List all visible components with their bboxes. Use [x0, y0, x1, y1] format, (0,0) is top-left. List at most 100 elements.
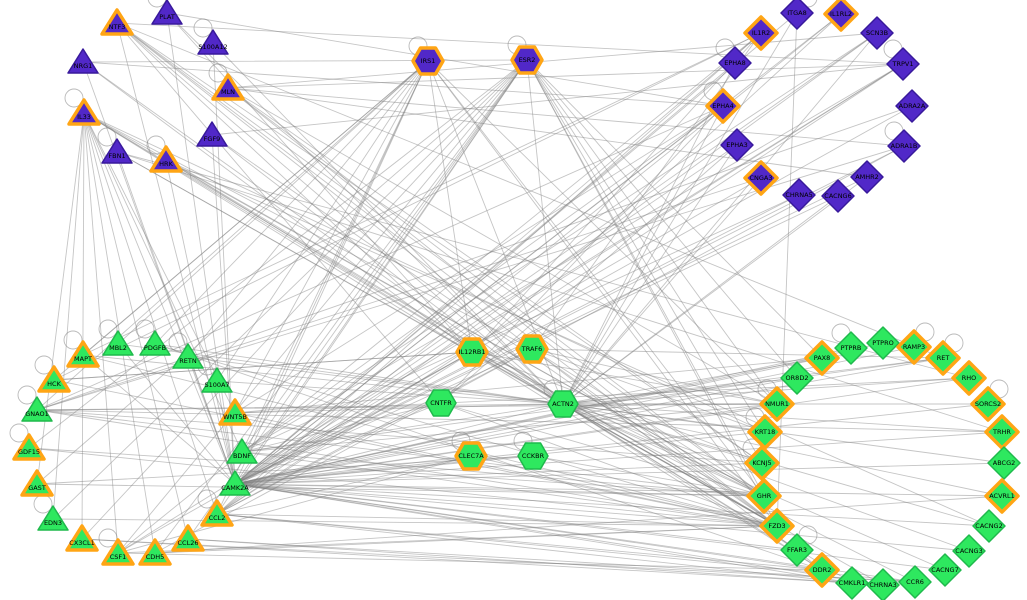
- node-SCN3B[interactable]: SCN3B: [860, 16, 894, 50]
- edge-EPHA4-CAMK2A: [234, 105, 724, 485]
- edge-NTF3-IL12RB1: [116, 22, 473, 353]
- edge-PDGFB-DDR2: [154, 343, 823, 571]
- node-CSF1[interactable]: CSF1: [101, 538, 135, 566]
- node-S100A12[interactable]: S100A12: [197, 29, 229, 55]
- edge-PLAT-IL12RB1: [166, 12, 473, 353]
- edge-TRPV1-BDNF: [241, 63, 904, 453]
- edge-EDN3-FZD3: [52, 518, 778, 527]
- node-RHO[interactable]: RHO: [951, 360, 987, 396]
- node-ABCG2[interactable]: ABCG2: [987, 446, 1021, 480]
- node-CLEC7A[interactable]: CLEC7A: [454, 441, 488, 471]
- node-EDN3[interactable]: EDN3: [37, 505, 69, 531]
- edge-ESR2-ACTN2: [526, 59, 564, 405]
- node-AMHR2[interactable]: AMHR2: [850, 160, 884, 194]
- edge-CAMK2A-CMKLR1: [234, 483, 853, 584]
- diamond-shape: [925, 340, 961, 376]
- self-loop-MLN: [208, 63, 228, 83]
- node-TRHR[interactable]: TRHR: [984, 414, 1020, 450]
- diamond-shape: [804, 340, 840, 376]
- node-ITGA8[interactable]: ITGA8: [780, 0, 814, 30]
- node-SORCS2[interactable]: SORCS2: [970, 386, 1006, 422]
- edge-CNTFR-GHR: [440, 402, 765, 497]
- edge-CAMK2A-OR8D2: [234, 377, 798, 485]
- node-PDGFB[interactable]: PDGFB: [139, 330, 171, 356]
- node-CHRNA3[interactable]: CHRNA3: [866, 568, 900, 600]
- node-IL12RB1[interactable]: IL12RB1: [455, 337, 489, 367]
- node-CACNG2[interactable]: CACNG2: [972, 509, 1006, 543]
- edge-NRG1-EPHA4: [82, 61, 724, 107]
- edge-ACTN2-OR8D2: [562, 377, 798, 405]
- edge-IL33-DDR2: [83, 112, 823, 571]
- node-CNGA3[interactable]: CNGA3: [743, 160, 779, 196]
- node-RET[interactable]: RET: [925, 340, 961, 376]
- edge-S100A7-CAMK2A: [216, 380, 236, 485]
- node-RAMP3[interactable]: RAMP3: [896, 329, 932, 365]
- edge-IL1R2-MAPT: [82, 32, 762, 356]
- diamond-shape: [744, 445, 780, 481]
- diamond-shape: [887, 129, 921, 163]
- edge-EPHA8-CAMK2A: [234, 62, 736, 485]
- node-CHRNA5[interactable]: CHRNA5: [782, 178, 816, 212]
- edge-CCKBR-GHR: [532, 455, 765, 497]
- node-CMKLR1[interactable]: CMKLR1: [835, 566, 869, 600]
- edge-MLN-NMUR1: [227, 87, 778, 405]
- edge-TRAF6-GHR: [531, 348, 765, 497]
- edge-FBN1-CAMK2A: [116, 151, 236, 485]
- diamond-shape: [746, 478, 782, 514]
- node-ACTN2[interactable]: ACTN2: [547, 390, 579, 418]
- edge-ESR2-OR8D2: [526, 59, 798, 379]
- edge-CCL26-CMKLR1: [187, 538, 853, 584]
- node-CACNG3[interactable]: CACNG3: [952, 534, 986, 568]
- diamond-shape: [705, 88, 741, 124]
- edge-ADRA2A-CAMK2A: [234, 105, 913, 485]
- node-TRPV1[interactable]: TRPV1: [886, 47, 920, 81]
- node-IRS1[interactable]: IRS1: [411, 46, 445, 76]
- triangle-shape: [226, 438, 258, 464]
- edge-GNAO1-FZD3: [36, 409, 778, 527]
- node-NRG1[interactable]: NRG1: [67, 48, 99, 74]
- edge-NTF3-CAMK2A: [116, 22, 236, 485]
- edge-IL1R2-HCK: [53, 32, 762, 381]
- diamond-shape: [759, 386, 795, 422]
- edge-CAMK2A-FZD3: [234, 483, 778, 527]
- node-OR8D2[interactable]: OR8D2: [780, 361, 814, 395]
- node-IL1RL2[interactable]: IL1RL2: [823, 0, 859, 32]
- edge-TRPV1-CAMK2A: [234, 63, 904, 485]
- edge-EPHA4-WNT5B: [234, 105, 724, 414]
- node-CNTFR[interactable]: CNTFR: [425, 389, 457, 417]
- node-CACNG7[interactable]: CACNG7: [928, 553, 962, 587]
- triangle-shape: [21, 396, 53, 422]
- node-CX3CL1[interactable]: CX3CL1: [65, 524, 99, 552]
- node-NTF3[interactable]: NTF3: [100, 8, 134, 36]
- node-ADRA2A[interactable]: ADRA2A: [895, 89, 929, 123]
- node-FBN1[interactable]: FBN1: [101, 138, 133, 164]
- node-IL33[interactable]: IL33: [67, 98, 101, 126]
- node-PTPRB[interactable]: PTPRB: [834, 331, 868, 365]
- node-TRAF6[interactable]: TRAF6: [515, 334, 549, 364]
- node-PLAT[interactable]: PLAT: [151, 0, 183, 25]
- edge-TRAF6-FZD3: [531, 348, 778, 527]
- node-CCKBR[interactable]: CCKBR: [517, 442, 549, 470]
- hexagon-shape: [510, 45, 544, 75]
- edge-ESR2-CDH5: [154, 59, 528, 554]
- node-PTPRO[interactable]: PTPRO: [866, 326, 900, 360]
- node-ADRA1B[interactable]: ADRA1B: [887, 129, 921, 163]
- edge-ITGA8-CAMK2A: [234, 12, 798, 485]
- edge-CNGA3-ACTN2: [562, 177, 762, 405]
- node-ESR2[interactable]: ESR2: [510, 45, 544, 75]
- triangle-shape: [171, 524, 205, 552]
- edge-TRAF6-KRT18: [531, 348, 766, 433]
- edge-ESR2-GAST: [36, 59, 528, 485]
- node-ACVRL1[interactable]: ACVRL1: [984, 478, 1020, 514]
- node-KCNJ5[interactable]: KCNJ5: [744, 445, 780, 481]
- node-GDF15[interactable]: GDF15: [12, 433, 46, 461]
- edge-IRS1-CCL2: [216, 60, 429, 515]
- node-CCR6[interactable]: CCR6: [898, 565, 932, 599]
- node-EPHA3[interactable]: EPHA3: [720, 128, 754, 162]
- edge-MLN-GHR: [227, 87, 765, 497]
- edge-CAMK2A-NMUR1: [234, 403, 778, 485]
- diamond-shape: [821, 179, 855, 213]
- self-loop-EDN3: [33, 494, 53, 514]
- diamond-shape: [804, 552, 840, 588]
- edge-WNT5B-PAX8: [234, 357, 823, 414]
